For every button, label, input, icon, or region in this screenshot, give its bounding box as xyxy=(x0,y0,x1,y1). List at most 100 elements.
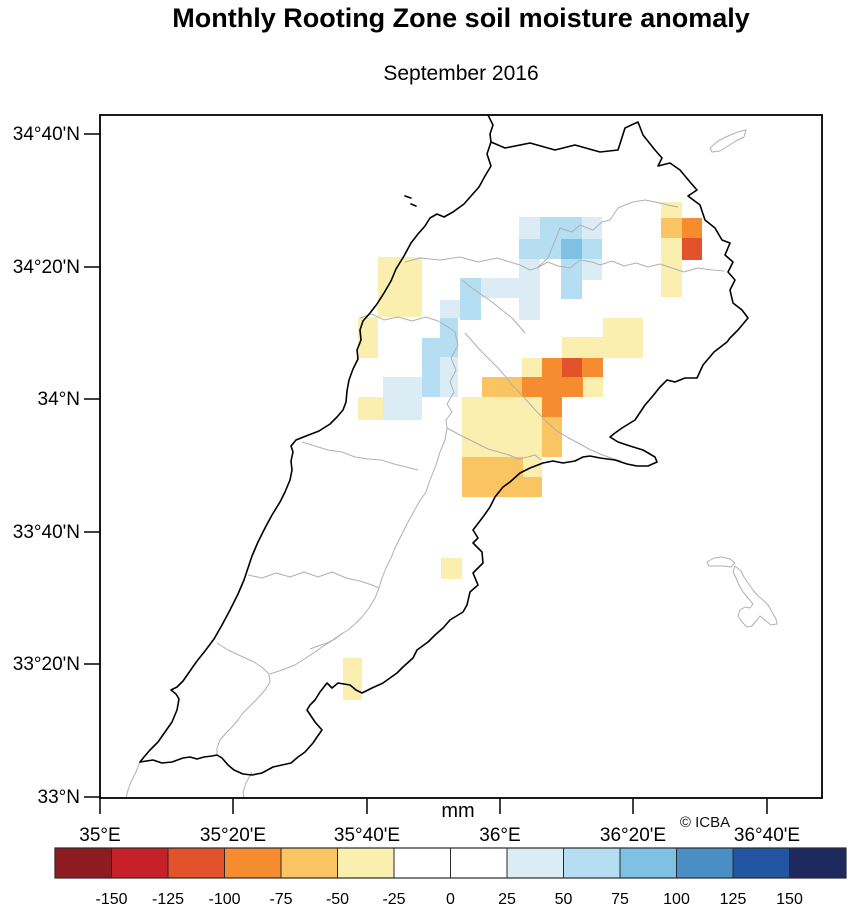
admin-boundary-line xyxy=(464,332,622,462)
colorbar-frame xyxy=(54,847,847,879)
map-frame xyxy=(99,114,823,799)
anomaly-cell xyxy=(519,239,540,259)
anomaly-cell xyxy=(682,238,702,260)
anomaly-cell xyxy=(661,218,682,238)
colorbar-segment xyxy=(506,847,564,879)
colorbar-tick-label: -100 xyxy=(208,891,240,907)
admin-boundary-line xyxy=(732,565,778,628)
colorbar-tick-label: 25 xyxy=(498,891,516,907)
colorbar-tick-label: 50 xyxy=(555,891,573,907)
anomaly-cell xyxy=(462,457,523,497)
y-tick-label: 34°N xyxy=(38,389,80,410)
admin-boundaries xyxy=(125,129,778,799)
country-outline xyxy=(139,114,749,776)
anomaly-cell xyxy=(542,358,562,377)
anomaly-cell xyxy=(462,417,522,457)
anomaly-cell xyxy=(562,358,582,377)
colorbar-segment xyxy=(789,847,847,879)
anomaly-cell xyxy=(562,377,583,397)
admin-boundary-line xyxy=(461,279,526,334)
colorbar-tick-label: -25 xyxy=(382,891,405,907)
admin-boundary-line xyxy=(309,331,459,650)
admin-boundary-line xyxy=(216,642,271,755)
anomaly-cell xyxy=(542,397,562,417)
anomaly-cells xyxy=(343,202,702,700)
x-tick-label: 35°20'E xyxy=(200,825,266,846)
anomaly-cell xyxy=(603,318,643,337)
colorbar-segment xyxy=(393,847,451,879)
admin-boundary-line xyxy=(404,199,679,271)
y-axis: 34°40'N 34°20'N 34°N 33°40'N 33°20'N 33°N xyxy=(13,124,100,808)
x-tick-label: 35°40'E xyxy=(334,825,400,846)
anomaly-cell xyxy=(441,558,462,579)
colorbar-segment xyxy=(54,847,112,879)
admin-boundary-line xyxy=(446,427,542,461)
admin-boundary-line xyxy=(125,761,141,799)
anomaly-cell xyxy=(343,658,362,700)
x-tick-label: 36°20'E xyxy=(600,825,666,846)
colorbar: -150 -125 -100 -75 -50 -25 0 25 50 75 100 125 150 xyxy=(54,847,847,907)
colorbar-segment xyxy=(111,847,169,879)
anomaly-cell xyxy=(582,217,602,239)
anomaly-cell xyxy=(682,218,702,238)
country-border-line xyxy=(139,121,749,776)
anomaly-cell xyxy=(460,278,481,320)
anomaly-cell xyxy=(481,278,519,298)
anomaly-cell xyxy=(440,357,458,397)
anomaly-cell xyxy=(482,377,522,397)
y-tick-label: 34°20'N xyxy=(13,257,80,278)
colorbar-unit-label: mm xyxy=(441,800,474,822)
anomaly-cell xyxy=(562,337,643,358)
colorbar-segment xyxy=(732,847,790,879)
y-tick-label: 34°40'N xyxy=(13,124,80,145)
colorbar-segment xyxy=(450,847,508,879)
country-border-line xyxy=(139,114,494,763)
anomaly-cell xyxy=(522,358,542,377)
y-tick-label: 33°20'N xyxy=(13,654,80,675)
colorbar-tick-label: 75 xyxy=(611,891,629,907)
admin-boundary-line xyxy=(242,771,253,799)
colorbar-tick-label: -50 xyxy=(326,891,349,907)
colorbar-tick-label: 100 xyxy=(663,891,690,907)
anomaly-cell xyxy=(522,377,542,397)
y-tick-label: 33°N xyxy=(38,787,80,808)
anomaly-cell xyxy=(519,217,540,239)
colorbar-segment xyxy=(224,847,282,879)
x-tick-label: 35°E xyxy=(79,825,120,846)
colorbar-tick-label: -75 xyxy=(269,891,292,907)
colorbar-tick-label: 125 xyxy=(720,891,747,907)
anomaly-cell xyxy=(582,239,602,259)
anomaly-cell xyxy=(561,217,582,239)
anomaly-cell xyxy=(422,338,440,397)
attribution-text: © ICBA xyxy=(680,814,730,831)
anomaly-cell xyxy=(519,280,540,320)
colorbar-segment xyxy=(337,847,395,879)
anomaly-cell xyxy=(582,358,603,377)
admin-boundary-line xyxy=(536,259,725,273)
anomaly-cell xyxy=(540,217,561,239)
colorbar-segment xyxy=(619,847,677,879)
colorbar-segment xyxy=(563,847,621,879)
x-axis: 35°E 35°20'E 35°40'E 36°E 36°20'E 36°40'E xyxy=(79,798,800,846)
anomaly-cell xyxy=(358,397,383,420)
colorbar-segment xyxy=(676,847,734,879)
anomaly-cell xyxy=(540,239,561,259)
figure-subtitle: September 2016 xyxy=(383,62,538,85)
colorbar-tick-label: -125 xyxy=(152,891,184,907)
anomaly-cell xyxy=(542,377,562,397)
admin-boundary-line xyxy=(709,129,747,153)
anomaly-cell xyxy=(378,257,422,317)
anomaly-cell xyxy=(661,202,682,218)
anomaly-cell xyxy=(358,317,378,358)
admin-boundary-line xyxy=(706,556,736,568)
anomaly-cell xyxy=(462,397,522,417)
anomaly-cell xyxy=(523,477,542,497)
admin-boundary-line xyxy=(301,441,419,471)
colorbar-segment xyxy=(280,847,338,879)
anomaly-cell xyxy=(542,417,562,457)
x-tick-label: 36°40'E xyxy=(734,825,800,846)
colorbar-tick-label: 150 xyxy=(776,891,803,907)
anomaly-cell xyxy=(440,300,460,318)
